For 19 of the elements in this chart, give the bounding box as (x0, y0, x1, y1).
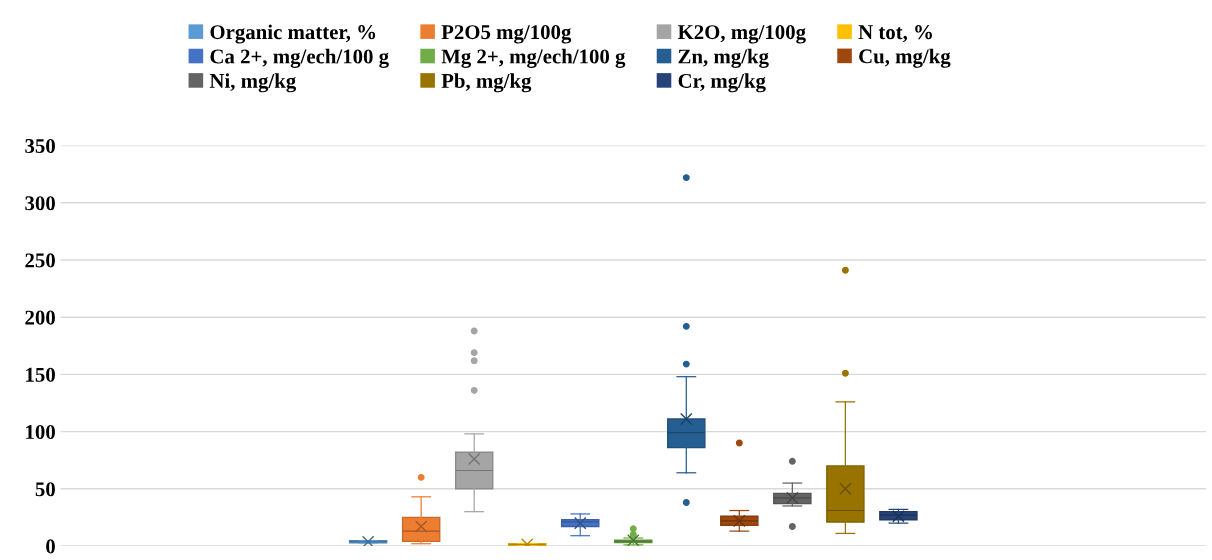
y-tick-label: 350 (25, 138, 55, 154)
legend-label: Ca 2+, mg/ech/100 g (210, 48, 389, 68)
legend-label: Mg 2+, mg/ech/100 g (441, 48, 626, 68)
legend-label: N tot, % (858, 25, 932, 43)
legend-label: Zn, mg/kg (678, 48, 769, 68)
legend-label: Cr, mg/kg (678, 73, 766, 93)
y-tick-label: 0 (46, 539, 55, 554)
legend-label: P2O5 mg/100g (441, 25, 572, 44)
y-tick-label: 200 (25, 310, 55, 325)
y-tick-label: 50 (35, 482, 55, 497)
legend-label: Pb, mg/kg (441, 73, 532, 93)
legend-label: K2O, mg/100g (677, 25, 806, 44)
y-tick-label: 250 (25, 253, 55, 268)
legend-label: Ni, mg/kg (209, 73, 297, 93)
legend-label: Organic matter, % (210, 24, 376, 44)
y-tick-label: 100 (26, 424, 55, 440)
legend-label: Cu, mg/kg (859, 48, 951, 68)
y-tick-label: 300 (25, 196, 55, 211)
y-tick-label: 150 (26, 367, 55, 382)
